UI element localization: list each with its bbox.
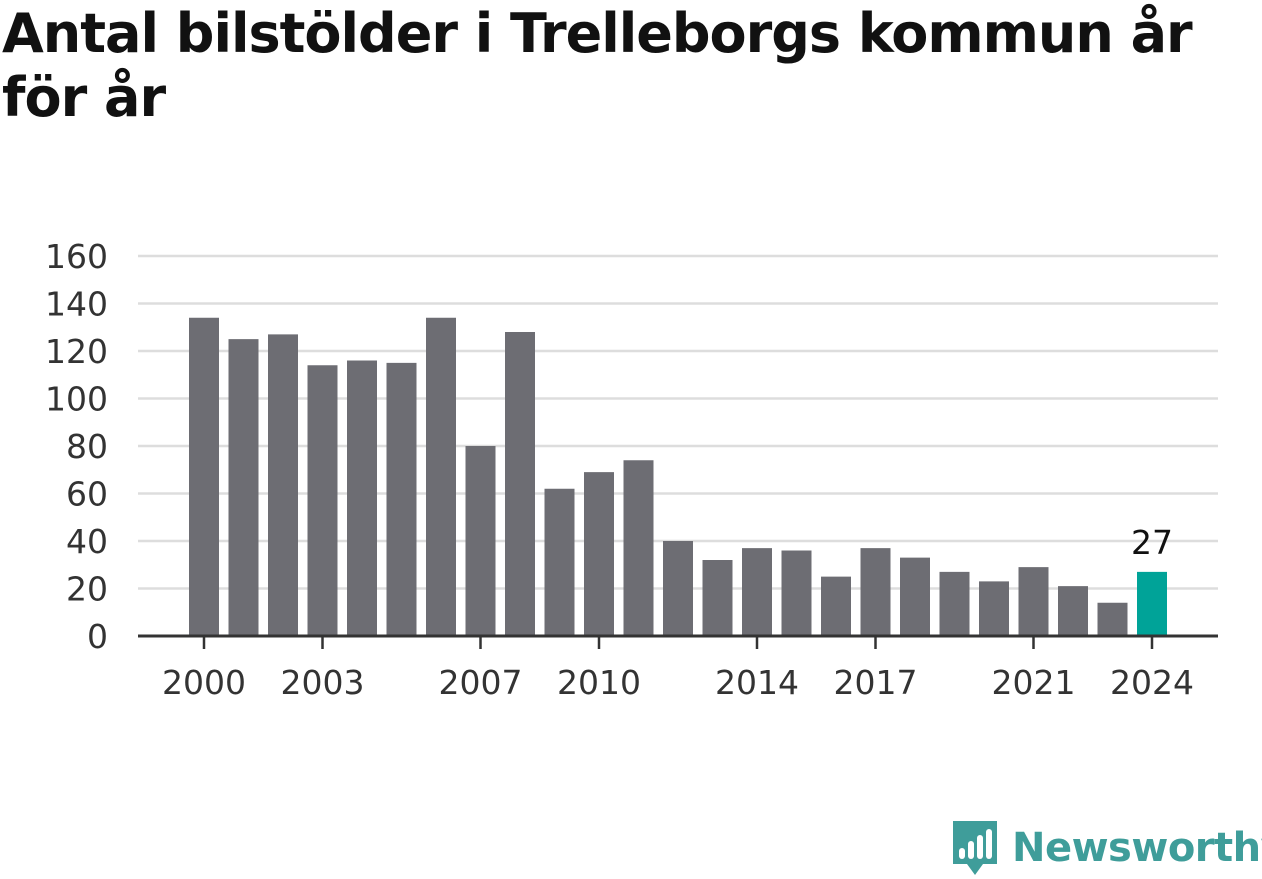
y-tick-label: 140 [45,285,108,324]
x-tick-label: 2017 [834,663,918,702]
bar-chart-bubble-icon [953,821,997,875]
y-tick-label: 60 [66,475,108,514]
gridlines [138,254,1218,590]
bars [189,317,1167,636]
bar-2015 [781,550,812,636]
page-title: Antal bilstölder i Trelleborgs kommun år… [2,2,1193,129]
bar-2016 [821,576,851,636]
y-tick-label: 100 [45,380,108,419]
labels: 0 20 40 60 80 100 120 140 160 27 2000 2003 2007 2010 2… [45,237,1194,702]
x-tick-label: 2010 [557,663,641,702]
highlight-value-label: 27 [1131,523,1173,562]
bar-2003 [307,365,338,636]
y-tick-label: 20 [66,570,108,609]
bar-2005 [386,362,417,636]
bar-2019 [939,571,970,636]
axes [138,634,1218,649]
x-tick-label: 2000 [162,663,246,702]
newsworthy-logo: Newsworthy [950,818,1262,878]
bar-2008 [505,332,535,636]
bar-2004 [347,360,377,636]
x-tick-label: 2007 [439,663,523,702]
bar-2001 [228,339,259,636]
bar-2014 [742,548,772,636]
y-tick-label: 160 [45,237,108,276]
bar-2006 [426,317,456,636]
x-tick-label: 2024 [1110,663,1194,702]
bar-2000 [189,317,219,636]
bar-2018 [900,557,930,636]
bar-2021 [1018,567,1049,636]
bar-2012 [663,541,693,636]
brand-name: Newsworthy [1012,825,1262,871]
x-tick-label: 2021 [992,663,1076,702]
bar-2023 [1097,602,1128,636]
y-tick-label: 120 [45,332,108,371]
y-tick-label: 80 [66,427,108,466]
x-tick-label: 2014 [715,663,799,702]
bar-2010 [584,472,614,636]
bar-2024 [1137,571,1167,636]
bar-2013 [702,560,733,636]
bar-2002 [268,334,298,636]
bar-2011 [623,460,654,636]
y-tick-label: 0 [87,617,108,656]
bar-2007 [465,446,496,636]
x-tick-label: 2003 [281,663,365,702]
bar-2017 [860,548,891,636]
y-tick-label: 40 [66,522,108,561]
bar-2022 [1058,586,1088,636]
bar-2020 [979,581,1009,636]
bar-2009 [544,488,575,636]
